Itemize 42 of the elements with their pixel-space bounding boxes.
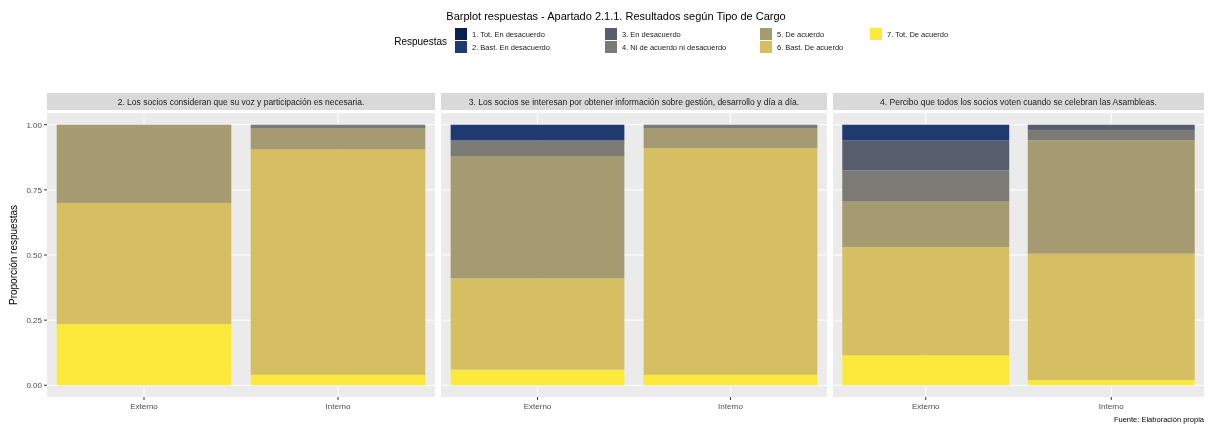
bar [250,374,426,386]
chart-title: 3. Los socios se interesan por obtener información sobre gestión, desarrollo y día a día. [468,97,800,107]
bar [1027,140,1195,254]
x-tick-label: Externo [911,402,941,411]
bar [842,124,1010,141]
bar [56,324,232,386]
y-tick-label: 1.00 [26,120,43,130]
bar [1027,124,1195,130]
bar [56,202,232,325]
x-tick-label: Interno [325,402,351,411]
bar [842,170,1010,202]
bar [450,155,625,279]
y-tick-label: 0.50 [26,251,43,260]
bar [1027,129,1195,141]
bar [450,124,625,141]
bar [842,355,1010,386]
bar [250,124,426,129]
text: Barplot respuestas - Apartado 2.1.1. Resultados según Tipo de Cargo [446,10,786,22]
bar [842,140,1010,171]
chart-title: 4. Percibo que todos los socios voten cuando se celebran las Asambleas. [880,97,1157,107]
x-tick-label: Externo [523,402,552,411]
bar [450,278,625,370]
y-tick-label: 0.00 [26,381,43,391]
bar [643,374,818,386]
bar [842,247,1010,356]
y-tick-label: 0.75 [26,185,43,195]
bar [1027,380,1195,386]
bar [56,124,232,203]
y-axis-title: Proporción respuestas [8,204,19,306]
bar [643,124,818,129]
bar [250,128,426,150]
x-tick-label: Interno [718,402,744,411]
x-tick-label: Interno [1098,402,1125,411]
legend-title: Respuestas [394,36,447,47]
bar [643,128,818,149]
bar [450,369,625,386]
x-tick-label: Externo [130,402,159,411]
bar [842,201,1010,248]
bar [450,140,625,156]
chart-title: 2. Los socios consideran que su voz y participación es necesaria. [117,97,365,107]
bar [1027,253,1195,381]
y-tick-label: 0.25 [26,316,43,326]
